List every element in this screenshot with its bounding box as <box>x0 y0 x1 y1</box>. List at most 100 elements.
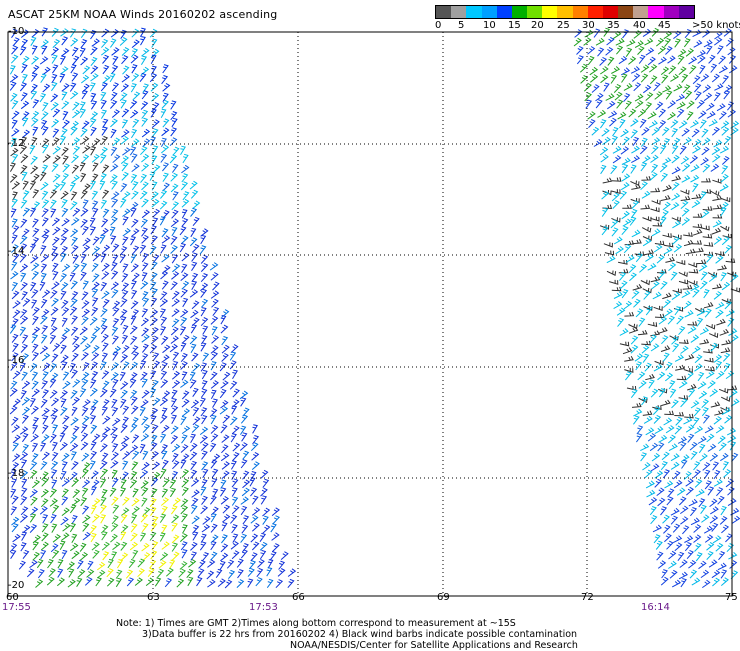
wind-barb <box>700 271 708 281</box>
wind-barb <box>20 136 27 146</box>
wind-barb <box>142 83 150 93</box>
wind-barb <box>50 460 59 470</box>
wind-barb <box>717 264 727 271</box>
wind-barb <box>241 432 248 442</box>
wind-barb <box>190 343 197 354</box>
wind-barb <box>12 342 19 353</box>
wind-barb <box>171 308 180 317</box>
wind-barb <box>654 313 665 319</box>
wind-barb <box>644 249 654 256</box>
wind-barb <box>120 198 127 208</box>
wind-barb <box>111 477 119 488</box>
wind-barb <box>611 192 620 202</box>
wind-barb <box>61 91 68 101</box>
wind-barb <box>221 444 229 454</box>
wind-barb <box>159 291 168 301</box>
wind-barb <box>179 226 187 236</box>
wind-barb <box>160 153 168 163</box>
wind-barb <box>120 487 127 497</box>
wind-barb <box>81 154 90 164</box>
wind-barb <box>720 577 729 586</box>
wind-barb <box>662 201 671 211</box>
wind-barb <box>139 190 148 200</box>
wind-barb <box>101 541 110 551</box>
wind-barb <box>69 442 79 452</box>
colorbar-swatch <box>481 6 497 18</box>
wind-barb <box>613 291 623 299</box>
wind-barb <box>696 259 707 265</box>
wind-barb <box>32 227 40 238</box>
wind-barb <box>621 163 629 174</box>
wind-barb <box>612 200 620 209</box>
wind-barb <box>640 452 648 462</box>
wind-barb <box>702 84 712 93</box>
wind-barb <box>120 135 129 145</box>
wind-barb <box>624 367 634 373</box>
wind-barb <box>718 442 727 452</box>
wind-barb <box>130 254 137 264</box>
wind-barb <box>236 558 244 568</box>
wind-barb <box>645 306 653 316</box>
wind-barb <box>620 146 630 155</box>
wind-barb <box>653 363 663 372</box>
wind-barb <box>159 552 169 561</box>
wind-barb <box>161 488 169 498</box>
wind-barb <box>692 145 701 154</box>
wind-barb <box>160 497 170 506</box>
wind-barb <box>22 117 29 127</box>
wind-barb <box>111 289 119 299</box>
wind-barb <box>697 371 705 382</box>
wind-barb <box>150 388 157 398</box>
wind-barb <box>720 452 729 462</box>
wind-barb <box>715 255 724 264</box>
wind-barb <box>242 515 250 525</box>
wind-barb <box>122 496 130 506</box>
wind-barb <box>197 568 205 578</box>
wind-barb <box>691 128 700 138</box>
wind-barb <box>89 82 96 92</box>
wind-barb <box>80 271 87 281</box>
wind-barb <box>169 479 177 489</box>
wind-barb <box>619 271 627 281</box>
wind-barb <box>122 416 129 426</box>
wind-barb <box>722 352 731 362</box>
wind-barb <box>32 541 40 551</box>
wind-barb <box>71 497 81 507</box>
wind-barb <box>644 37 654 46</box>
wind-barb <box>712 178 722 184</box>
wind-barb <box>51 281 60 290</box>
wind-barb <box>150 191 159 200</box>
wind-barb <box>703 289 710 299</box>
wind-barb <box>716 318 726 326</box>
wind-barb <box>159 216 166 226</box>
wind-barb <box>181 398 190 408</box>
wind-barb <box>51 162 59 173</box>
wind-barb <box>61 218 70 227</box>
wind-barb <box>77 569 86 578</box>
wind-barb <box>122 460 129 470</box>
wind-barb <box>101 531 108 541</box>
wind-barb <box>52 270 59 281</box>
wind-barb <box>210 345 219 354</box>
colorbar-label: 15 <box>508 20 521 31</box>
wind-barb <box>32 417 40 427</box>
wind-barb <box>60 128 68 138</box>
wind-barb <box>597 47 605 57</box>
wind-barb <box>200 505 209 515</box>
wind-barb <box>81 291 89 301</box>
wind-barb <box>31 388 40 398</box>
wind-barb <box>140 55 147 65</box>
wind-barb <box>644 469 653 479</box>
wind-barb <box>713 291 722 300</box>
wind-barb <box>189 237 198 247</box>
wind-barb <box>11 461 20 471</box>
wind-barb <box>22 190 30 200</box>
wind-barb <box>169 559 176 569</box>
wind-barb <box>730 570 739 580</box>
wind-barb <box>642 235 652 241</box>
wind-barb <box>657 560 667 569</box>
wind-barb <box>181 164 190 174</box>
wind-barb <box>171 443 181 453</box>
wind-barb <box>160 433 167 443</box>
wind-barb <box>81 136 90 145</box>
